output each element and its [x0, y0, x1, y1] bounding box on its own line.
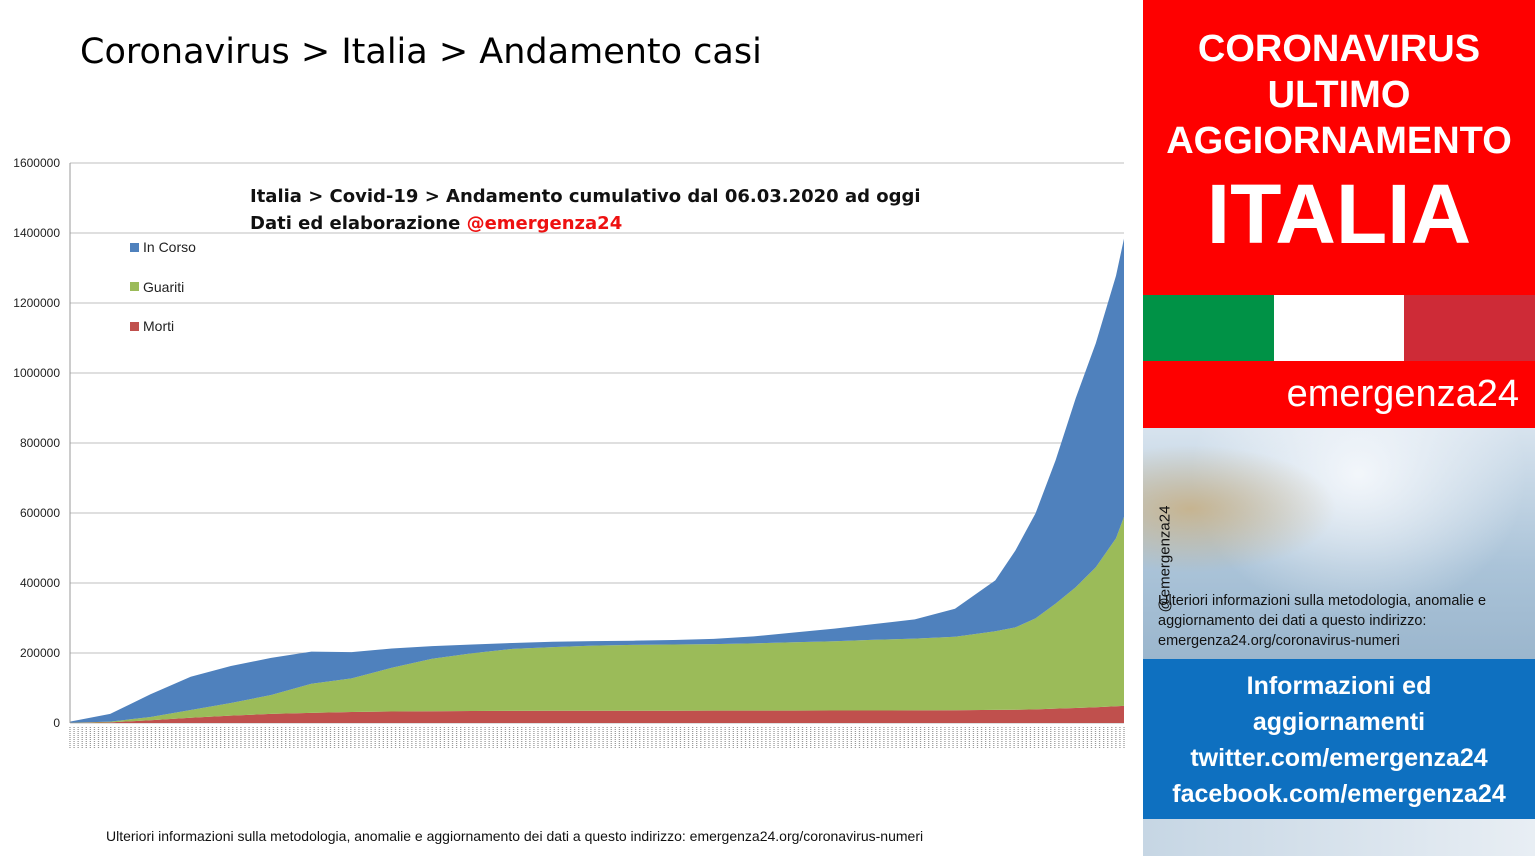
y-tick-label-3: 600000: [20, 506, 60, 520]
panel-headline-1: CORONAVIRUS: [1197, 28, 1481, 70]
info-line-1: Informazioni ed: [1246, 672, 1432, 700]
legend-label: Guariti: [143, 278, 185, 295]
footer-note: Ulteriori informazioni sulla metodologia…: [106, 828, 924, 844]
info-box: Informazioni ed aggiornamenti twitter.co…: [1143, 659, 1535, 819]
chart-subtitle-prefix: Dati ed elaborazione: [250, 213, 467, 234]
chart-areas: [70, 238, 1124, 723]
panel-note: Ulteriori informazioni sulla metodologia…: [1158, 593, 1487, 649]
chart-title: Italia > Covid-19 > Andamento cumulativo…: [250, 186, 921, 207]
y-tick-label-1: 200000: [20, 646, 60, 660]
flag-stripe-red: [1404, 295, 1535, 361]
panel-headline-2: ULTIMO: [1267, 74, 1411, 116]
side-panel: CORONAVIRUS ULTIMO AGGIORNAMENTO ITALIA …: [1143, 0, 1535, 856]
page-title: Coronavirus > Italia > Andamento casi: [80, 32, 762, 72]
chart-axes: 0 200000 400000 600000 800000 1000000 1200000 1…: [13, 156, 1125, 749]
background-photo: @emergenza24 Ulteriori informazioni sull…: [1143, 428, 1535, 659]
y-tick-label-0: 0: [53, 716, 60, 730]
chart-subtitle-handle: @emergenza24: [466, 213, 623, 234]
legend-item-in-corso: In Corso: [130, 239, 196, 255]
y-tick-label-6: 1200000: [13, 296, 60, 310]
brand-bar: emergenza24: [1143, 361, 1535, 428]
legend-swatch: [130, 242, 139, 252]
legend-item-morti: Morti: [130, 318, 174, 334]
panel-header: CORONAVIRUS ULTIMO AGGIORNAMENTO ITALIA: [1143, 0, 1535, 295]
panel-headline-3: AGGIORNAMENTO: [1166, 120, 1512, 162]
y-tick-label-2: 400000: [20, 576, 60, 590]
brand-name: emergenza24: [1286, 373, 1519, 415]
twitter-link[interactable]: twitter.com/emergenza24: [1190, 744, 1488, 772]
area-morti: [70, 705, 1124, 723]
area-guariti: [70, 516, 1124, 723]
legend-swatch: [130, 321, 139, 331]
y-tick-label-5: 1000000: [13, 366, 60, 380]
y-tick-label-8: 1600000: [13, 156, 60, 170]
chart-subtitle: Dati ed elaborazione @emergenza24: [250, 213, 622, 234]
stacked-area-chart: 0 200000 400000 600000 800000 1000000 1200000 1…: [13, 156, 1125, 749]
legend-label: In Corso: [143, 239, 196, 255]
legend-label: Morti: [143, 318, 175, 334]
italian-flag: [1143, 295, 1535, 361]
flag-stripe-green: [1143, 295, 1274, 361]
panel-bottom-photo: [1143, 819, 1535, 856]
chart-grid: [70, 162, 1124, 724]
y-tick-label-7: 1400000: [13, 226, 60, 240]
panel-country: ITALIA: [1206, 167, 1472, 261]
facebook-link[interactable]: facebook.com/emergenza24: [1172, 780, 1506, 808]
info-line-2: aggiornamenti: [1252, 708, 1426, 736]
legend-item-guariti: Guariti: [130, 279, 184, 295]
legend-swatch: [130, 282, 139, 291]
y-tick-label-4: 800000: [20, 436, 60, 450]
flag-stripe-white: [1273, 295, 1405, 361]
